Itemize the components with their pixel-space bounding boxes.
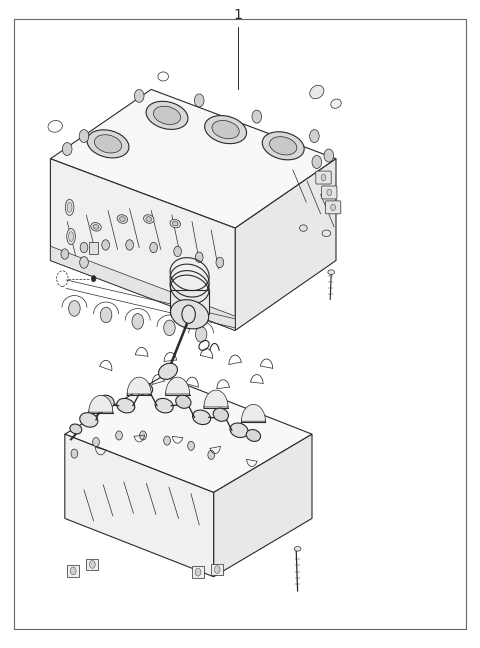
Ellipse shape xyxy=(95,135,121,153)
Circle shape xyxy=(91,275,96,282)
Ellipse shape xyxy=(170,219,180,228)
Ellipse shape xyxy=(99,395,114,408)
Ellipse shape xyxy=(172,221,178,226)
Circle shape xyxy=(195,568,201,576)
FancyBboxPatch shape xyxy=(325,201,341,214)
Ellipse shape xyxy=(93,224,99,229)
Polygon shape xyxy=(166,377,190,394)
Ellipse shape xyxy=(310,86,324,98)
Bar xyxy=(211,564,223,575)
Circle shape xyxy=(80,242,88,253)
Polygon shape xyxy=(50,159,235,330)
Polygon shape xyxy=(241,404,265,421)
Ellipse shape xyxy=(146,216,152,222)
Circle shape xyxy=(310,130,319,143)
Bar xyxy=(192,566,204,578)
Ellipse shape xyxy=(80,413,98,427)
Circle shape xyxy=(134,89,144,102)
Circle shape xyxy=(102,240,109,250)
Ellipse shape xyxy=(328,270,335,275)
Ellipse shape xyxy=(69,231,73,242)
Polygon shape xyxy=(170,290,209,314)
Circle shape xyxy=(321,174,326,181)
FancyBboxPatch shape xyxy=(322,186,337,199)
FancyBboxPatch shape xyxy=(316,171,331,184)
Circle shape xyxy=(80,257,88,268)
Polygon shape xyxy=(204,390,228,407)
Circle shape xyxy=(215,566,220,573)
Ellipse shape xyxy=(270,137,297,155)
Circle shape xyxy=(194,94,204,107)
Circle shape xyxy=(116,431,122,440)
Circle shape xyxy=(93,437,99,446)
Ellipse shape xyxy=(155,399,173,413)
Ellipse shape xyxy=(154,106,180,124)
Ellipse shape xyxy=(146,101,188,130)
Ellipse shape xyxy=(331,99,341,108)
Ellipse shape xyxy=(91,222,101,231)
Ellipse shape xyxy=(65,199,74,215)
Circle shape xyxy=(89,561,95,568)
Circle shape xyxy=(312,156,322,168)
Ellipse shape xyxy=(213,408,228,421)
Polygon shape xyxy=(89,395,113,412)
Circle shape xyxy=(71,449,78,458)
Ellipse shape xyxy=(67,228,75,245)
Circle shape xyxy=(327,189,332,196)
Ellipse shape xyxy=(117,399,135,413)
Circle shape xyxy=(216,257,224,268)
Circle shape xyxy=(61,249,69,259)
Ellipse shape xyxy=(262,132,304,160)
Circle shape xyxy=(71,567,76,575)
Ellipse shape xyxy=(170,300,209,329)
Ellipse shape xyxy=(120,216,125,222)
Circle shape xyxy=(195,252,203,262)
Ellipse shape xyxy=(230,423,248,437)
Polygon shape xyxy=(214,434,312,577)
Circle shape xyxy=(188,441,194,450)
Circle shape xyxy=(195,327,207,342)
Circle shape xyxy=(79,130,89,143)
Ellipse shape xyxy=(204,115,247,144)
Ellipse shape xyxy=(192,410,211,424)
Bar xyxy=(67,565,79,577)
Polygon shape xyxy=(127,377,151,394)
Bar xyxy=(86,559,98,570)
Circle shape xyxy=(182,305,195,323)
Text: 1: 1 xyxy=(233,8,242,22)
Circle shape xyxy=(140,431,146,440)
Circle shape xyxy=(69,301,80,316)
Circle shape xyxy=(252,110,262,123)
Circle shape xyxy=(174,246,181,257)
Ellipse shape xyxy=(137,382,153,395)
Circle shape xyxy=(164,436,170,445)
Ellipse shape xyxy=(170,275,209,304)
Ellipse shape xyxy=(144,214,154,224)
Ellipse shape xyxy=(246,430,261,441)
Polygon shape xyxy=(65,434,214,577)
Ellipse shape xyxy=(87,130,129,158)
Ellipse shape xyxy=(212,121,239,139)
Polygon shape xyxy=(235,159,336,330)
Circle shape xyxy=(132,314,144,329)
FancyBboxPatch shape xyxy=(89,242,98,254)
Circle shape xyxy=(164,320,175,336)
Polygon shape xyxy=(65,376,312,492)
Ellipse shape xyxy=(67,202,72,213)
Circle shape xyxy=(100,307,112,323)
Circle shape xyxy=(324,149,334,162)
Ellipse shape xyxy=(117,214,128,224)
Ellipse shape xyxy=(294,547,301,551)
Polygon shape xyxy=(50,246,235,330)
Circle shape xyxy=(331,204,336,211)
Ellipse shape xyxy=(300,225,307,231)
Circle shape xyxy=(208,450,215,459)
Ellipse shape xyxy=(158,364,178,379)
Ellipse shape xyxy=(176,395,191,408)
Ellipse shape xyxy=(70,424,82,434)
Circle shape xyxy=(126,240,133,250)
Circle shape xyxy=(150,242,157,253)
Polygon shape xyxy=(50,89,336,228)
Circle shape xyxy=(62,143,72,156)
